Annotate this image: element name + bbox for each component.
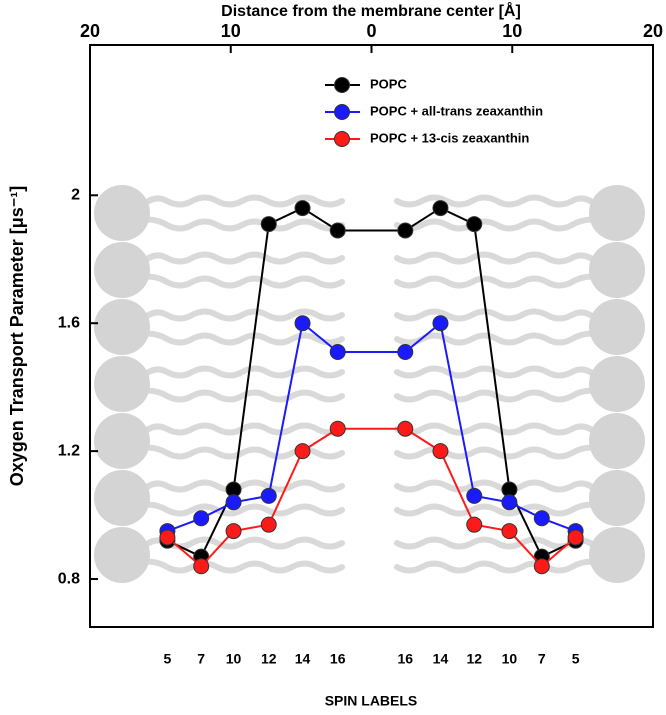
lipid-head xyxy=(94,242,150,298)
data-point xyxy=(466,516,483,533)
lipid-tail xyxy=(139,501,345,517)
legend-marker xyxy=(334,77,350,93)
x-axis-label: SPIN LABELS xyxy=(325,693,418,709)
lipid-tail xyxy=(139,479,345,494)
data-point xyxy=(260,516,277,533)
lipid-background xyxy=(94,185,645,583)
data-point xyxy=(294,315,311,332)
chart-title: Distance from the membrane center [Å] xyxy=(221,1,521,20)
spin-label: 12 xyxy=(261,651,277,667)
lipid-head xyxy=(589,185,645,241)
spin-label: 12 xyxy=(466,651,482,667)
lipid-tail xyxy=(139,365,345,380)
lipid-head xyxy=(94,299,150,355)
lipid-head xyxy=(94,185,150,241)
data-point xyxy=(397,222,414,239)
x-tick-label: 0 xyxy=(366,21,376,41)
lipid-tail xyxy=(394,308,600,323)
lipid-tail xyxy=(139,387,345,403)
lipid-tail xyxy=(394,422,600,437)
lipid-tail xyxy=(139,444,345,460)
data-point xyxy=(533,510,550,527)
lipid-tail xyxy=(139,194,345,209)
legend-label: POPC xyxy=(370,76,407,91)
y-tick-label: 2 xyxy=(71,187,80,204)
x-tick-label: 20 xyxy=(643,21,663,41)
data-point xyxy=(294,200,311,217)
spin-label: 5 xyxy=(572,651,580,667)
legend-marker xyxy=(334,104,350,120)
data-point xyxy=(193,510,210,527)
spin-label: 14 xyxy=(433,651,449,667)
y-tick-label: 0.8 xyxy=(58,570,80,587)
lipid-tail xyxy=(394,251,600,266)
data-point xyxy=(260,487,277,504)
legend-marker xyxy=(334,131,350,147)
lipid-tail xyxy=(139,558,345,574)
lipid-tail xyxy=(394,330,600,346)
data-point xyxy=(225,523,242,540)
data-point xyxy=(225,494,242,511)
lipid-head xyxy=(94,413,150,469)
data-point xyxy=(294,443,311,460)
lipid-tail xyxy=(394,558,600,574)
data-point xyxy=(159,529,176,546)
lipid-head xyxy=(589,299,645,355)
data-point xyxy=(466,216,483,233)
lipid-tail xyxy=(139,330,345,346)
y-axis-label: Oxygen Transport Parameter [μs⁻¹] xyxy=(7,186,27,487)
lipid-tail xyxy=(139,216,345,232)
legend-label: POPC + all-trans zeaxanthin xyxy=(370,103,543,118)
data-point xyxy=(397,420,414,437)
lipid-head xyxy=(589,470,645,526)
data-point xyxy=(193,558,210,575)
data-point xyxy=(329,343,346,360)
lipid-tail xyxy=(394,479,600,494)
spin-label: 16 xyxy=(397,651,413,667)
x-tick-label: 10 xyxy=(502,21,522,41)
lipid-head xyxy=(589,413,645,469)
spin-label: 14 xyxy=(295,651,311,667)
data-point xyxy=(501,523,518,540)
data-point xyxy=(567,529,584,546)
lipid-tail xyxy=(139,273,345,289)
y-tick-label: 1.2 xyxy=(58,442,80,459)
spin-label: 5 xyxy=(164,651,172,667)
data-point xyxy=(432,315,449,332)
data-point xyxy=(501,494,518,511)
data-point xyxy=(432,200,449,217)
x-tick-label: 20 xyxy=(80,21,100,41)
x-tick-label: 10 xyxy=(221,21,241,41)
lipid-head xyxy=(94,470,150,526)
spin-label: 10 xyxy=(502,651,518,667)
spin-label: 7 xyxy=(538,651,546,667)
spin-label: 16 xyxy=(330,651,346,667)
lipid-head xyxy=(94,527,150,583)
lipid-tail xyxy=(394,501,600,517)
lipid-tail xyxy=(394,444,600,460)
lipid-tail xyxy=(139,308,345,323)
data-point xyxy=(533,558,550,575)
spin-label: 10 xyxy=(226,651,242,667)
lipid-tail xyxy=(394,365,600,380)
data-point xyxy=(260,216,277,233)
data-point xyxy=(466,487,483,504)
data-point xyxy=(329,222,346,239)
lipid-tail xyxy=(139,251,345,266)
lipid-tail xyxy=(394,273,600,289)
data-point xyxy=(329,420,346,437)
data-point xyxy=(397,343,414,360)
lipid-tail xyxy=(394,216,600,232)
lipid-tail xyxy=(139,536,345,551)
spin-label: 7 xyxy=(197,651,205,667)
lipid-head xyxy=(589,527,645,583)
lipid-head xyxy=(589,242,645,298)
lipid-head xyxy=(94,356,150,412)
y-tick-label: 1.6 xyxy=(58,314,80,331)
data-point xyxy=(432,443,449,460)
lipid-head xyxy=(589,356,645,412)
legend-label: POPC + 13-cis zeaxanthin xyxy=(370,130,529,145)
lipid-tail xyxy=(394,194,600,209)
